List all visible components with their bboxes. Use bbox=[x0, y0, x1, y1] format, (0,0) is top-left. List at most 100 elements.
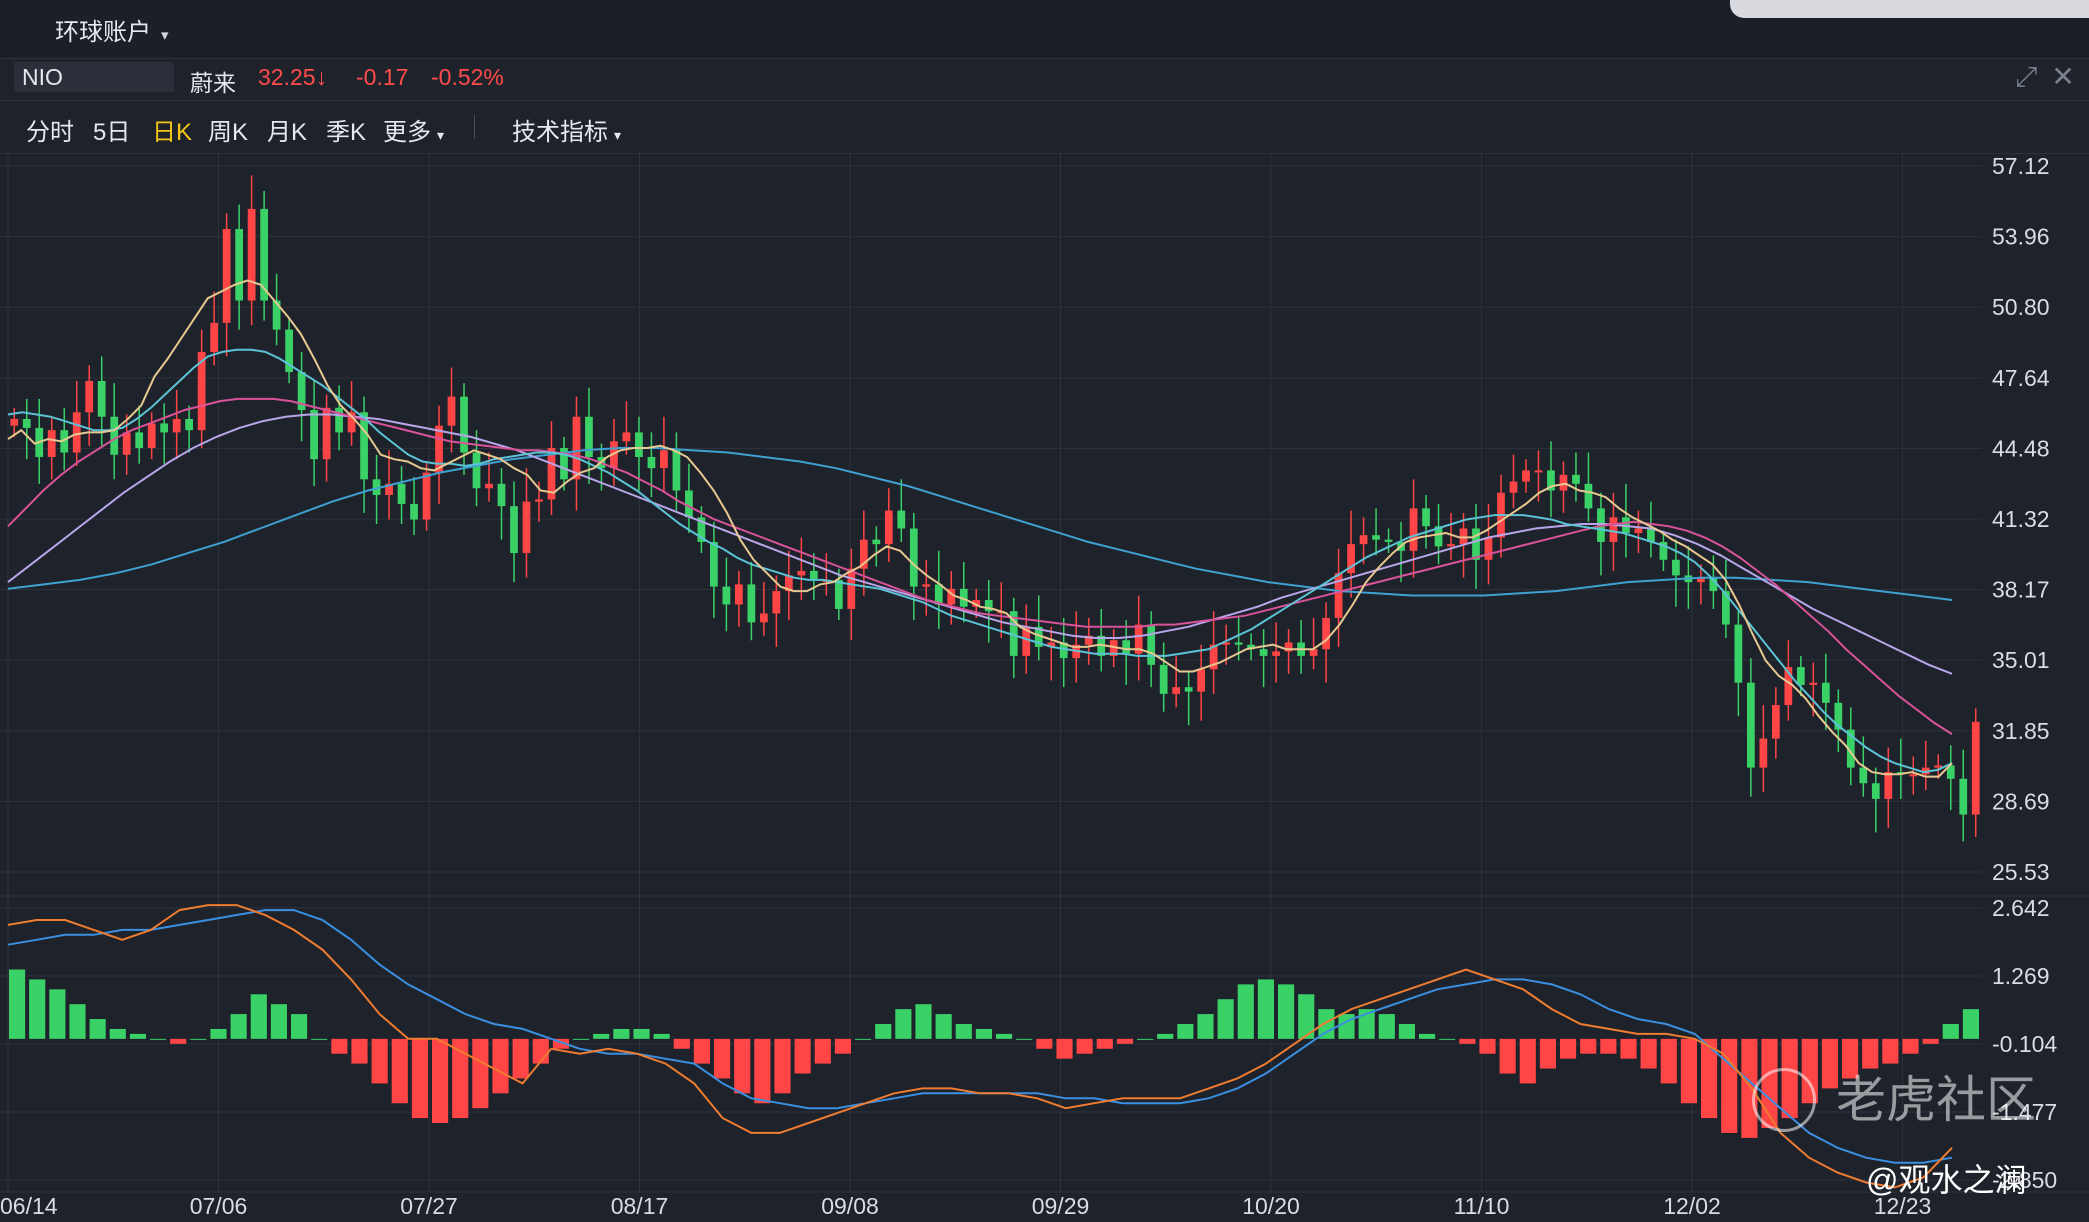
macd-bar bbox=[472, 1038, 489, 1109]
price-change: -0.17 bbox=[356, 64, 409, 90]
candle-body bbox=[1409, 508, 1418, 551]
ma20-line bbox=[7, 397, 1953, 735]
quote-row: NIO 蔚来 32.25↓ -0.17 -0.52% ⤢✕ bbox=[0, 58, 2089, 98]
x-tick-label: 12/02 bbox=[1663, 1193, 1721, 1219]
candle-body bbox=[797, 570, 806, 576]
macd-bar bbox=[492, 1038, 509, 1094]
tab-5day[interactable]: 5日 bbox=[93, 119, 131, 146]
macd-bar bbox=[1499, 1038, 1516, 1074]
candle-body bbox=[1322, 617, 1330, 650]
candle-body bbox=[984, 600, 993, 612]
candle-body bbox=[1309, 649, 1318, 656]
macd-bar bbox=[714, 1038, 731, 1079]
macd-bar bbox=[1257, 979, 1274, 1039]
candle-body bbox=[60, 430, 69, 453]
macd-bar bbox=[814, 1038, 831, 1064]
macd-bar bbox=[9, 969, 26, 1039]
macd-bar bbox=[1842, 1038, 1859, 1079]
window-controls[interactable]: ⤢✕ bbox=[2015, 61, 2089, 92]
candle-body bbox=[722, 586, 731, 605]
macd-bar bbox=[1620, 1038, 1637, 1059]
candle-body bbox=[1946, 765, 1955, 779]
indicator-menu[interactable]: 技术指标 ▾ bbox=[512, 112, 621, 147]
candle-body bbox=[1447, 544, 1455, 547]
tab-daily[interactable]: 日K bbox=[152, 119, 193, 146]
symbol: NIO bbox=[22, 64, 63, 90]
ma5-line bbox=[7, 279, 1953, 778]
candle-body bbox=[47, 430, 56, 457]
macd-bar bbox=[1278, 984, 1295, 1039]
candle-body bbox=[1459, 528, 1468, 545]
y-tick-label: 31.85 bbox=[1992, 718, 2050, 744]
candle-body bbox=[385, 483, 393, 495]
account-selector[interactable]: 环球账户 ▾ bbox=[55, 12, 169, 47]
candle-body bbox=[1771, 705, 1780, 739]
top-bar: 环球账户 ▾ bbox=[0, 0, 2089, 59]
candle-body bbox=[122, 432, 131, 455]
search-bar[interactable] bbox=[1730, 0, 2089, 18]
symbol-box[interactable]: NIO bbox=[14, 62, 174, 92]
macd-bar bbox=[1439, 1038, 1456, 1040]
candle-body bbox=[10, 418, 19, 426]
candle-body bbox=[1709, 577, 1718, 592]
candle-body bbox=[72, 412, 81, 453]
macd-bar bbox=[1419, 1033, 1436, 1039]
candle-body bbox=[660, 450, 668, 469]
macd-bar bbox=[593, 1033, 610, 1039]
candle-body bbox=[697, 517, 706, 542]
macd-bar bbox=[512, 1038, 529, 1079]
candle-body bbox=[360, 412, 368, 480]
candle-body bbox=[959, 588, 968, 607]
candle-body bbox=[934, 584, 943, 605]
candle-body bbox=[1347, 544, 1355, 574]
tab-intraday[interactable]: 分时 bbox=[26, 119, 74, 146]
candle-body bbox=[472, 452, 481, 489]
macd-bar bbox=[1157, 1033, 1174, 1039]
candle-body bbox=[485, 483, 493, 489]
candle-body bbox=[535, 499, 543, 502]
macd-bar bbox=[1821, 1038, 1838, 1089]
macd-bar bbox=[129, 1033, 146, 1039]
candle-body bbox=[1147, 624, 1156, 665]
candle-body bbox=[572, 416, 581, 480]
macd-bar bbox=[250, 994, 267, 1039]
macd-bar bbox=[1580, 1038, 1597, 1054]
tab-more[interactable]: 更多 ▾ bbox=[383, 112, 444, 147]
candle-body bbox=[1159, 664, 1168, 694]
macd-bar bbox=[935, 1014, 952, 1039]
macd-bar bbox=[1902, 1038, 1919, 1054]
macd-bar bbox=[1640, 1038, 1657, 1069]
tab-monthly[interactable]: 月K bbox=[267, 119, 308, 146]
macd-bar bbox=[1459, 1038, 1476, 1044]
macd-tick-label: 1.269 bbox=[1992, 963, 2050, 989]
candle-body bbox=[834, 579, 843, 609]
macd-bar bbox=[1116, 1038, 1133, 1044]
macd-bar bbox=[975, 1028, 992, 1039]
candle-body bbox=[1809, 682, 1818, 685]
macd-bar bbox=[1378, 1014, 1395, 1039]
candle-body bbox=[1759, 738, 1768, 768]
candle-body bbox=[1184, 687, 1193, 692]
candle-body bbox=[272, 300, 281, 330]
x-tick-label: 07/06 bbox=[190, 1193, 248, 1219]
y-tick-label: 57.12 bbox=[1992, 153, 2050, 179]
price-change-pct: -0.52% bbox=[431, 64, 504, 90]
macd-bar bbox=[109, 1028, 126, 1039]
candle-body bbox=[335, 407, 343, 433]
macd-bar bbox=[1862, 1038, 1879, 1069]
macd-bar bbox=[1016, 1038, 1033, 1040]
tab-quarterly[interactable]: 季K bbox=[326, 119, 367, 146]
watermark-author: @观水之澜 bbox=[1866, 1162, 2027, 1198]
tab-weekly[interactable]: 周K bbox=[208, 119, 249, 146]
candle-body bbox=[1634, 528, 1643, 533]
kline-chart[interactable]: 57.12 53.96 50.80 47.64 44.48 41.32 38.17 35.01… bbox=[0, 152, 2089, 1222]
x-tick-label: 11/10 bbox=[1454, 1193, 1510, 1219]
candle-body bbox=[772, 591, 781, 614]
candle-body bbox=[1197, 669, 1206, 692]
candle-body bbox=[1746, 682, 1755, 768]
macd-tick-label: -0.104 bbox=[1992, 1031, 2057, 1057]
candle-body bbox=[210, 322, 219, 352]
macd-bar bbox=[452, 1038, 469, 1119]
candle-body bbox=[97, 380, 106, 417]
candle-body bbox=[1572, 474, 1580, 484]
